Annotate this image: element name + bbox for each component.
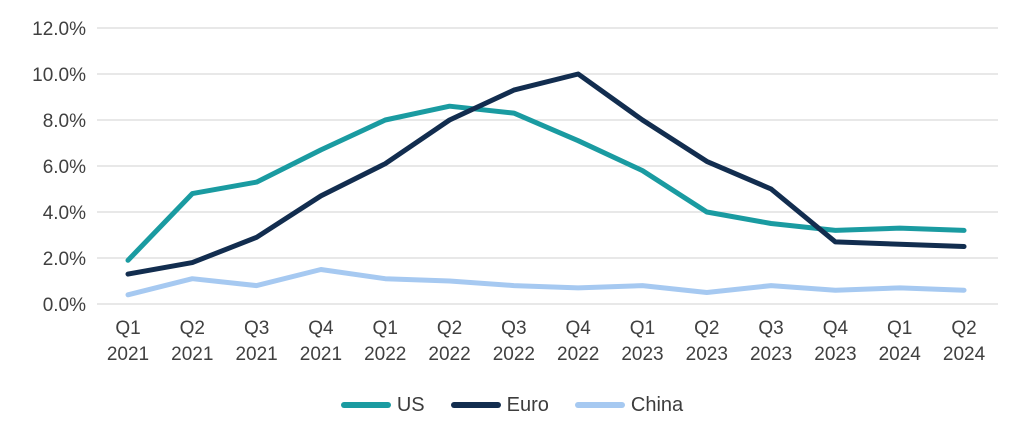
chart-legend: US Euro China	[0, 388, 1024, 422]
legend-label: Euro	[506, 394, 549, 416]
x-axis-tick-label: Q1 2023	[621, 318, 663, 365]
series-line-euro	[125, 71, 967, 277]
legend-swatch-euro	[450, 402, 501, 408]
x-axis-tick-label: Q1 2022	[364, 318, 406, 365]
x-axis-tick-label: Q3 2021	[235, 318, 277, 365]
x-axis-tick-label: Q4 2022	[557, 318, 599, 365]
legend-swatch-us	[340, 402, 391, 408]
x-axis-tick-label: Q2 2023	[686, 318, 728, 365]
y-axis-tick-label: 8.0%	[43, 111, 86, 132]
y-axis-tick-label: 4.0%	[43, 203, 86, 224]
y-axis-tick-label: 2.0%	[43, 249, 86, 270]
legend-item-china: China	[574, 394, 684, 416]
x-axis-tick-label: Q2 2022	[428, 318, 470, 365]
y-axis-tick-label: 6.0%	[43, 157, 86, 178]
y-axis-tick-label: 10.0%	[32, 65, 86, 86]
y-axis-tick-label: 12.0%	[32, 19, 86, 40]
x-axis-tick-label: Q1 2021	[107, 318, 149, 365]
legend-item-us: US	[340, 394, 425, 416]
x-axis-tick-label: Q3 2022	[493, 318, 535, 365]
y-axis-tick-label: 0.0%	[43, 295, 86, 316]
x-axis-tick-label: Q3 2023	[750, 318, 792, 365]
x-axis-tick-label: Q4 2023	[814, 318, 856, 365]
legend-label: China	[630, 394, 684, 416]
x-axis-tick-label: Q2 2021	[171, 318, 213, 365]
x-axis-tick-label: Q2 2024	[943, 318, 986, 365]
series-line-us	[125, 103, 967, 263]
legend-item-euro: Euro	[450, 394, 549, 416]
series-line-china	[125, 267, 967, 298]
x-axis-tick-label: Q1 2024	[879, 318, 922, 365]
x-axis-tick-label: Q4 2021	[300, 318, 342, 365]
legend-label: US	[396, 394, 425, 416]
legend-swatch-china	[574, 402, 625, 408]
